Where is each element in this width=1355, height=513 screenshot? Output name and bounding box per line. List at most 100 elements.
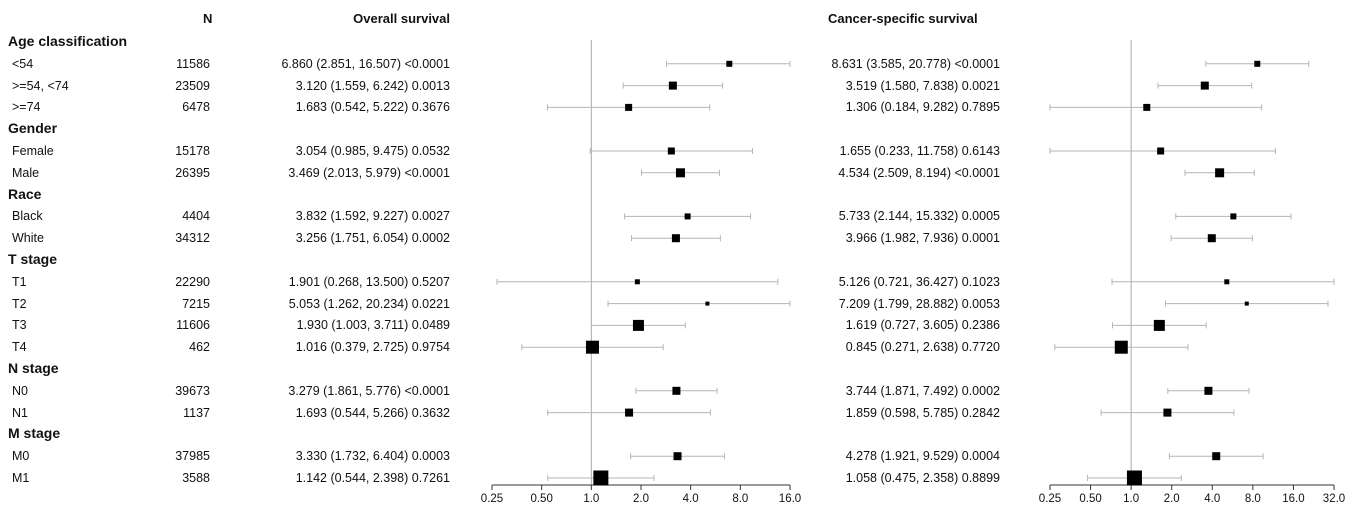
row-label: Male bbox=[12, 165, 40, 180]
css-estimate-text: 1.619 (0.727, 3.605) 0.2386 bbox=[845, 318, 1000, 333]
row-label: T3 bbox=[12, 318, 27, 333]
os-forest-panel: 0.25 0.50 1.0 2.0 4.0 8.0 16.0 bbox=[481, 40, 801, 505]
row-n: 26395 bbox=[175, 165, 210, 180]
css-forest-panel: 0.25 0.50 1.0 2.0 4.0 8.0 16.0 32.0 bbox=[1039, 40, 1345, 505]
css-estimate-text: 1.306 (0.184, 9.282) 0.7895 bbox=[845, 100, 1000, 115]
row-label: N1 bbox=[12, 405, 28, 420]
row-n: 3588 bbox=[182, 471, 210, 485]
row-label: T1 bbox=[12, 274, 27, 289]
css-estimate-text: 0.845 (0.271, 2.638) 0.7720 bbox=[845, 340, 1000, 355]
row-n: 34312 bbox=[175, 231, 210, 246]
os-estimate-text: 3.256 (1.751, 6.054) 0.0002 bbox=[295, 231, 450, 246]
os-estimate-text: 1.142 (0.544, 2.398) 0.7261 bbox=[295, 471, 450, 485]
css-x-tick-label: 0.50 bbox=[1079, 493, 1101, 505]
os-x-tick-label: 2.0 bbox=[633, 493, 649, 505]
css-estimate-text: 4.534 (2.509, 8.194) <0.0001 bbox=[838, 165, 1000, 180]
css-hr-point bbox=[1163, 408, 1172, 417]
css-estimate-text: 3.744 (1.871, 7.492) 0.0002 bbox=[845, 383, 1000, 398]
css-estimate-text: 1.859 (0.598, 5.785) 0.2842 bbox=[845, 405, 1000, 420]
os-hr-point bbox=[684, 213, 691, 220]
css-hr-point bbox=[1143, 103, 1151, 111]
os-hr-point bbox=[705, 301, 710, 306]
os-hr-point bbox=[593, 470, 609, 486]
row-n: 4404 bbox=[182, 209, 210, 224]
css-x-tick-label: 32.0 bbox=[1323, 493, 1345, 505]
os-hr-point bbox=[672, 386, 681, 395]
css-x-tick-label: 4.0 bbox=[1204, 493, 1220, 505]
css-estimate-text: 5.733 (2.144, 15.332) 0.0005 bbox=[838, 209, 1000, 224]
os-x-tick-label: 1.0 bbox=[583, 493, 599, 505]
group-label: T stage bbox=[8, 251, 58, 267]
row-n: 6478 bbox=[182, 100, 210, 115]
row-label: M0 bbox=[12, 449, 30, 464]
group-label: N stage bbox=[8, 360, 59, 376]
row-label: >=74 bbox=[12, 100, 41, 115]
os-hr-point bbox=[675, 168, 685, 178]
os-estimate-text: 3.469 (2.013, 5.979) <0.0001 bbox=[288, 165, 450, 180]
row-n: 1137 bbox=[183, 405, 210, 420]
css-estimate-text: 8.631 (3.585, 20.778) <0.0001 bbox=[831, 56, 1000, 71]
css-x-tick-label: 16.0 bbox=[1282, 493, 1304, 505]
css-x-tick-label: 8.0 bbox=[1245, 493, 1261, 505]
css-estimate-text: 5.126 (0.721, 36.427) 0.1023 bbox=[838, 274, 1000, 289]
os-x-tick-label: 4.0 bbox=[683, 493, 699, 505]
os-x-tick-label: 0.50 bbox=[530, 493, 552, 505]
os-estimate-text: 1.930 (1.003, 3.711) 0.0489 bbox=[296, 318, 450, 333]
os-estimate-text: 5.053 (1.262, 20.234) 0.0221 bbox=[288, 296, 450, 311]
os-hr-point bbox=[726, 60, 733, 67]
os-hr-point bbox=[625, 408, 634, 417]
os-estimate-text: 6.860 (2.851, 16.507) <0.0001 bbox=[281, 56, 450, 71]
css-x-tick-label: 1.0 bbox=[1123, 493, 1139, 505]
os-estimate-text: 1.016 (0.379, 2.725) 0.9754 bbox=[295, 340, 450, 355]
row-label: White bbox=[12, 231, 44, 246]
os-hr-point bbox=[668, 81, 677, 90]
css-estimate-text: 1.058 (0.475, 2.358) 0.8899 bbox=[845, 471, 1000, 485]
css-estimate-text: 4.278 (1.921, 9.529) 0.0004 bbox=[845, 449, 1000, 464]
os-estimate-text: 3.054 (0.985, 9.475) 0.0532 bbox=[295, 144, 450, 158]
row-n: 22290 bbox=[175, 274, 210, 289]
css-hr-point bbox=[1200, 81, 1209, 90]
os-estimate-text: 3.279 (1.861, 5.776) <0.0001 bbox=[288, 383, 450, 398]
css-x-tick-label: 2.0 bbox=[1164, 493, 1180, 505]
group-label: Race bbox=[8, 185, 42, 202]
os-hr-point bbox=[634, 279, 640, 285]
css-estimate-text: 7.209 (1.799, 28.882) 0.0053 bbox=[838, 296, 1000, 311]
row-n: 23509 bbox=[175, 78, 210, 93]
os-estimate-text: 3.832 (1.592, 9.227) 0.0027 bbox=[295, 209, 450, 224]
css-hr-point bbox=[1207, 234, 1216, 243]
css-hr-point bbox=[1224, 279, 1230, 285]
row-label: Black bbox=[12, 209, 43, 224]
os-hr-point bbox=[625, 103, 633, 111]
os-hr-point bbox=[632, 319, 644, 331]
row-label: >=54, <74 bbox=[12, 78, 69, 93]
css-hr-point bbox=[1230, 213, 1237, 220]
css-estimate-text: 3.966 (1.982, 7.936) 0.0001 bbox=[845, 231, 1000, 246]
os-hr-point bbox=[667, 147, 675, 155]
n-column-header: N bbox=[203, 11, 213, 26]
os-estimate-text: 3.330 (1.732, 6.404) 0.0003 bbox=[295, 449, 450, 464]
group-label: M stage bbox=[8, 425, 61, 442]
os-estimate-text: 1.693 (0.544, 5.266) 0.3632 bbox=[295, 405, 450, 420]
css-hr-point bbox=[1114, 340, 1128, 354]
css-estimate-text: 3.519 (1.580, 7.838) 0.0021 bbox=[845, 78, 1000, 93]
row-n: 462 bbox=[189, 340, 210, 355]
row-label: M1 bbox=[12, 471, 30, 485]
css-hr-point bbox=[1212, 452, 1221, 461]
css-hr-point bbox=[1244, 301, 1249, 306]
css-hr-point bbox=[1126, 470, 1142, 486]
os-estimate-text: 3.120 (1.559, 6.242) 0.0013 bbox=[295, 78, 450, 93]
os-hr-point bbox=[671, 234, 680, 243]
os-x-tick-label: 0.25 bbox=[481, 493, 503, 505]
row-n: 37985 bbox=[175, 449, 210, 464]
os-column-header: Overall survival bbox=[353, 11, 450, 26]
row-n: 39673 bbox=[175, 383, 210, 398]
os-estimate-text: 1.683 (0.542, 5.222) 0.3676 bbox=[295, 100, 450, 115]
row-label: <54 bbox=[12, 56, 34, 71]
row-label: T4 bbox=[12, 340, 27, 355]
row-n: 15178 bbox=[175, 144, 210, 158]
row-label: T2 bbox=[12, 296, 27, 311]
group-label: Gender bbox=[8, 120, 58, 137]
row-label: Female bbox=[12, 144, 54, 158]
css-hr-point bbox=[1215, 168, 1225, 178]
